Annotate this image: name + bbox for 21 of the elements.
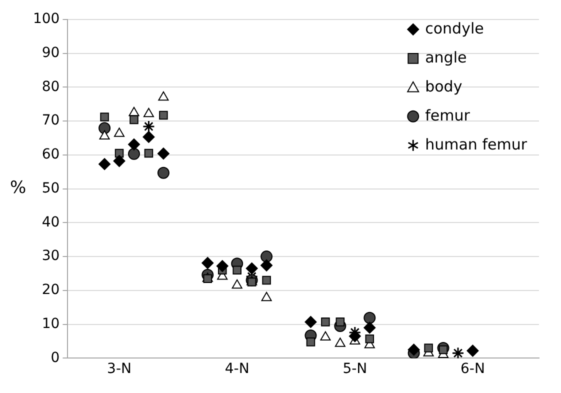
y-tick-label: 80 bbox=[42, 78, 60, 95]
x-tick-label: 4-N bbox=[224, 361, 250, 378]
y-tick-label: 100 bbox=[32, 11, 60, 28]
y-tick-label: 40 bbox=[42, 214, 60, 230]
y-tick-label: 10 bbox=[42, 316, 60, 332]
y-tick-label: 50 bbox=[42, 180, 60, 196]
y-axis-title: % bbox=[10, 178, 26, 198]
y-tick-label: 90 bbox=[42, 44, 60, 61]
x-tick-label: 5-N bbox=[342, 361, 368, 378]
y-tick-label: 30 bbox=[42, 248, 60, 264]
legend-label: body bbox=[425, 77, 462, 96]
x-tick-label: 6-N bbox=[460, 361, 485, 378]
x-tick-label: 3-N bbox=[107, 361, 132, 378]
y-tick-label: 0 bbox=[50, 350, 60, 366]
y-tick-label: 70 bbox=[42, 112, 60, 129]
legend-label: angle bbox=[425, 48, 467, 66]
y-tick-label: 60 bbox=[42, 146, 60, 163]
y-tick-label: 20 bbox=[42, 282, 60, 298]
legend-label: femur bbox=[425, 106, 471, 124]
legend-label: condyle bbox=[425, 19, 484, 38]
legend-label: human femur bbox=[425, 135, 528, 154]
